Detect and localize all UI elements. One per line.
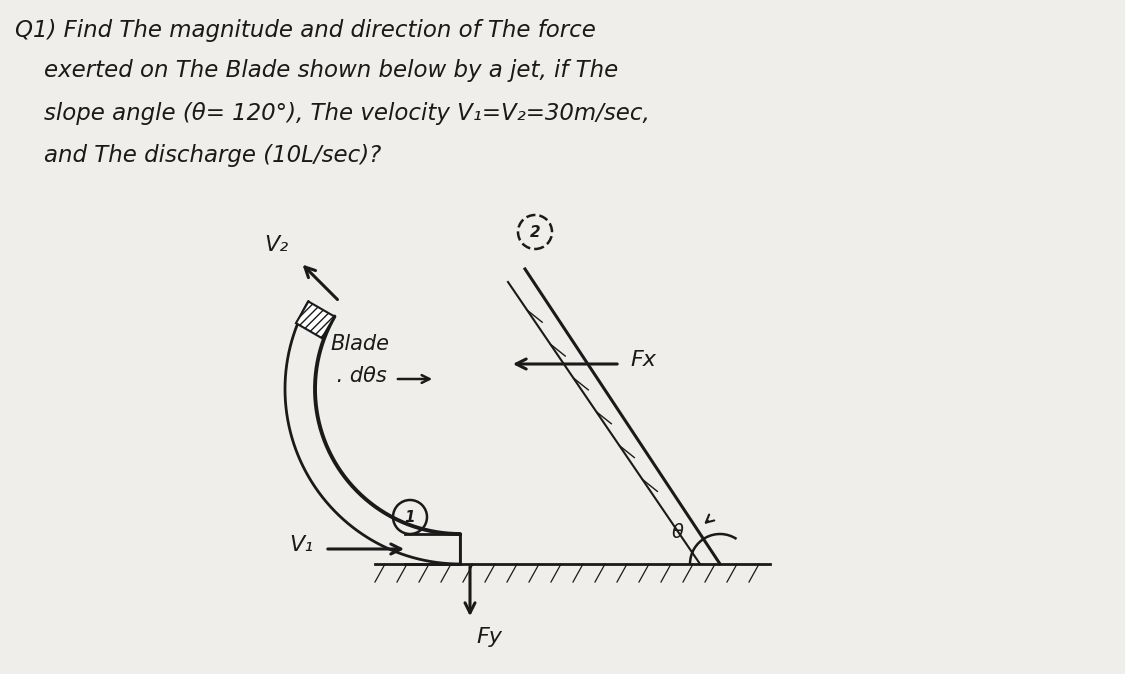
Text: V₁: V₁ bbox=[289, 535, 313, 555]
Text: . dθs: . dθs bbox=[330, 366, 387, 386]
Text: 1: 1 bbox=[405, 510, 415, 524]
Text: Fx: Fx bbox=[630, 350, 656, 370]
Text: 2: 2 bbox=[530, 224, 540, 239]
Text: V₂: V₂ bbox=[264, 235, 288, 255]
Text: Blade: Blade bbox=[330, 334, 389, 354]
Text: θ: θ bbox=[672, 523, 684, 542]
Text: Fy: Fy bbox=[476, 627, 502, 647]
Text: exerted on The Blade shown below by a jet, if The: exerted on The Blade shown below by a je… bbox=[15, 59, 619, 82]
Text: and The discharge (10L/sec)?: and The discharge (10L/sec)? bbox=[15, 144, 381, 167]
Text: Q1) Find The magnitude and direction of The force: Q1) Find The magnitude and direction of … bbox=[15, 19, 596, 42]
Polygon shape bbox=[296, 301, 334, 338]
Text: slope angle (θ= 120°), The velocity V₁=V₂=30m/sec,: slope angle (θ= 120°), The velocity V₁=V… bbox=[15, 102, 650, 125]
